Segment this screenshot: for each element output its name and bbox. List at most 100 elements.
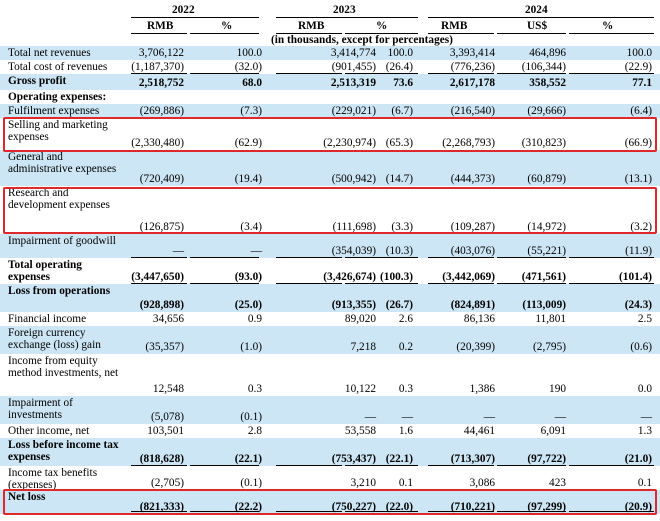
sum-rule [428, 465, 494, 466]
cell-value: 103,501 [147, 424, 184, 437]
cell-value: 7,218 [350, 340, 376, 353]
col-pct-2022: % [221, 20, 233, 32]
sum-rule [276, 465, 342, 466]
cell-value: 6,091 [540, 424, 566, 437]
cell-value: (901,455) [331, 60, 376, 73]
sum-rule [131, 465, 187, 466]
cell-value: 1,386 [469, 382, 495, 395]
row-label: Income tax benefits (expenses) [8, 467, 98, 491]
cell-value: 44,461 [463, 424, 495, 437]
sum-rule [131, 73, 187, 74]
cell-value: 86,136 [463, 312, 495, 325]
cell-value: 100.0 [236, 46, 262, 59]
cell-value: (97,722) [527, 452, 566, 465]
header-rule [276, 17, 418, 18]
header-rule [569, 33, 654, 34]
year-2023-header: 2023 [333, 4, 356, 16]
table-row: Operating expenses: [0, 90, 660, 104]
cell-value: (3,426,674) [323, 270, 376, 283]
year-2024-header: 2024 [525, 4, 548, 16]
sum-rule [276, 73, 342, 74]
cell-value: (6.7) [391, 104, 413, 117]
cell-value: 73.6 [393, 76, 413, 89]
cell-value: (11.9) [625, 244, 652, 257]
row-label: Loss from operations [8, 285, 111, 297]
row-label: Foreign currency exchange (loss) gain [8, 327, 101, 351]
cell-value: 0.1 [398, 476, 413, 489]
sum-rule [190, 465, 259, 466]
cell-value: (3.2) [630, 220, 652, 233]
cell-value: (913,355) [331, 298, 376, 311]
cell-value: (6.4) [630, 104, 652, 117]
cell-value: (19.4) [234, 172, 262, 185]
cell-value: (2,705) [151, 476, 184, 489]
cell-value: 10,122 [344, 382, 376, 395]
row-label: Loss before income tax expenses [8, 439, 119, 463]
cell-value: (65.3) [385, 136, 413, 149]
cell-value: (29,666) [527, 104, 566, 117]
row-label: Fulfilment expenses [8, 105, 100, 117]
cell-value: 1.3 [637, 424, 652, 437]
highlight-net-loss [3, 489, 657, 515]
header-rule [497, 33, 566, 34]
col-pct-2024: % [602, 20, 614, 32]
cell-value: (928,898) [139, 298, 184, 311]
cell-value: (2,230,974) [323, 136, 376, 149]
cell-value: (22.2) [234, 500, 262, 513]
row-label: Gross profit [8, 75, 67, 87]
sum-rule [497, 465, 566, 466]
cell-value: (1,187,370) [131, 60, 184, 73]
col-pct-2023: % [376, 20, 388, 32]
cell-value: — [364, 410, 376, 423]
cell-value: (32.0) [234, 60, 262, 73]
cell-value: (821,333) [139, 500, 184, 513]
cell-value: (55,221) [527, 244, 566, 257]
sum-rule [345, 257, 418, 258]
highlight-selling-marketing [3, 117, 657, 152]
row-label: Total net revenues [8, 47, 91, 59]
cell-value: (22.9) [624, 60, 652, 73]
cell-value: — [172, 244, 184, 257]
cell-value: 464,896 [529, 46, 566, 59]
cell-value: (13.1) [624, 172, 652, 185]
cell-value: (0.1) [240, 410, 262, 423]
table-row: Loss from operations (928,898) (25.0) (913,… [0, 284, 660, 312]
sum-rule [190, 511, 259, 512]
col-rmb-2024: RMB [441, 20, 468, 32]
cell-value: (310,823) [521, 136, 566, 149]
cell-value: 89,020 [344, 312, 376, 325]
table-row: Gross profit 2,518,752 68.0 2,513,319 73.6 2,… [0, 74, 660, 90]
sum-rule [131, 511, 187, 512]
cell-value: (20.9) [624, 500, 652, 513]
cell-value: 53,558 [344, 424, 376, 437]
cell-value: (93.0) [234, 270, 262, 283]
cell-value: — [554, 410, 566, 423]
cell-value: (818,628) [139, 452, 184, 465]
cell-value: (62.9) [234, 136, 262, 149]
sum-rule [569, 73, 654, 74]
cell-value: (14,972) [527, 220, 566, 233]
cell-value: 190 [549, 382, 566, 395]
sum-rule [276, 511, 342, 512]
cell-value: (35,357) [145, 340, 184, 353]
cell-value: (444,373) [450, 172, 495, 185]
cell-value: (26.4) [385, 60, 413, 73]
cell-value: (109,287) [450, 220, 495, 233]
cell-value: (22.1) [234, 452, 262, 465]
header-rule [131, 33, 187, 34]
header-rule [131, 17, 259, 18]
cell-value: (354,039) [331, 244, 376, 257]
table-row: Foreign currency exchange (loss) gain (35… [0, 326, 660, 354]
cell-value: (126,875) [139, 220, 184, 233]
sum-rule [345, 73, 418, 74]
cell-value: 77.1 [632, 76, 652, 89]
sum-rule [497, 257, 566, 258]
cell-value: (14.7) [385, 172, 413, 185]
row-label: Impairment of investments [8, 397, 73, 421]
table-row: Income tax benefits (expenses) (2,705) (0.… [0, 466, 660, 490]
cell-value: 100.0 [387, 46, 413, 59]
table-row: Selling and marketing expenses (2,330,480… [0, 118, 660, 150]
header-rule [428, 33, 494, 34]
row-label: Operating expenses: [8, 91, 107, 103]
